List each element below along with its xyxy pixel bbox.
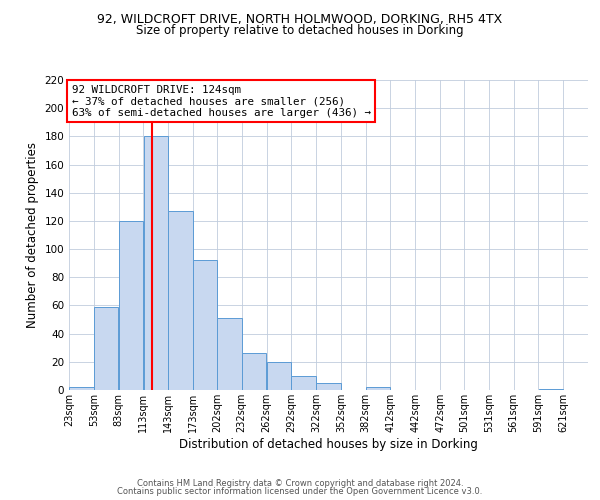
Bar [316,383,341,390]
Bar [217,318,242,390]
Text: Contains HM Land Registry data © Crown copyright and database right 2024.: Contains HM Land Registry data © Crown c… [137,478,463,488]
Bar [119,221,143,390]
Bar [168,211,193,390]
Y-axis label: Number of detached properties: Number of detached properties [26,142,39,328]
X-axis label: Distribution of detached houses by size in Dorking: Distribution of detached houses by size … [179,438,478,450]
Text: 92 WILDCROFT DRIVE: 124sqm
← 37% of detached houses are smaller (256)
63% of sem: 92 WILDCROFT DRIVE: 124sqm ← 37% of deta… [71,84,371,118]
Text: Size of property relative to detached houses in Dorking: Size of property relative to detached ho… [136,24,464,37]
Bar [69,387,94,390]
Text: 92, WILDCROFT DRIVE, NORTH HOLMWOOD, DORKING, RH5 4TX: 92, WILDCROFT DRIVE, NORTH HOLMWOOD, DOR… [97,12,503,26]
Bar [242,354,266,390]
Bar [143,136,168,390]
Bar [366,387,391,390]
Text: Contains public sector information licensed under the Open Government Licence v3: Contains public sector information licen… [118,487,482,496]
Bar [266,362,291,390]
Bar [539,388,563,390]
Bar [292,376,316,390]
Bar [94,307,118,390]
Bar [193,260,217,390]
